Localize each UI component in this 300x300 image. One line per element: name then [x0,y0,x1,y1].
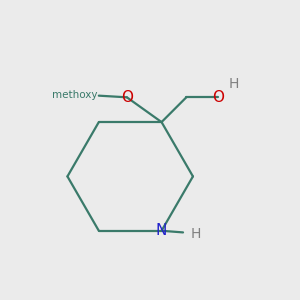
Text: H: H [229,77,239,91]
Text: O: O [212,90,224,105]
Text: H: H [191,227,201,241]
Text: N: N [156,223,167,238]
Text: O: O [121,90,133,105]
Text: methoxy: methoxy [52,90,97,100]
